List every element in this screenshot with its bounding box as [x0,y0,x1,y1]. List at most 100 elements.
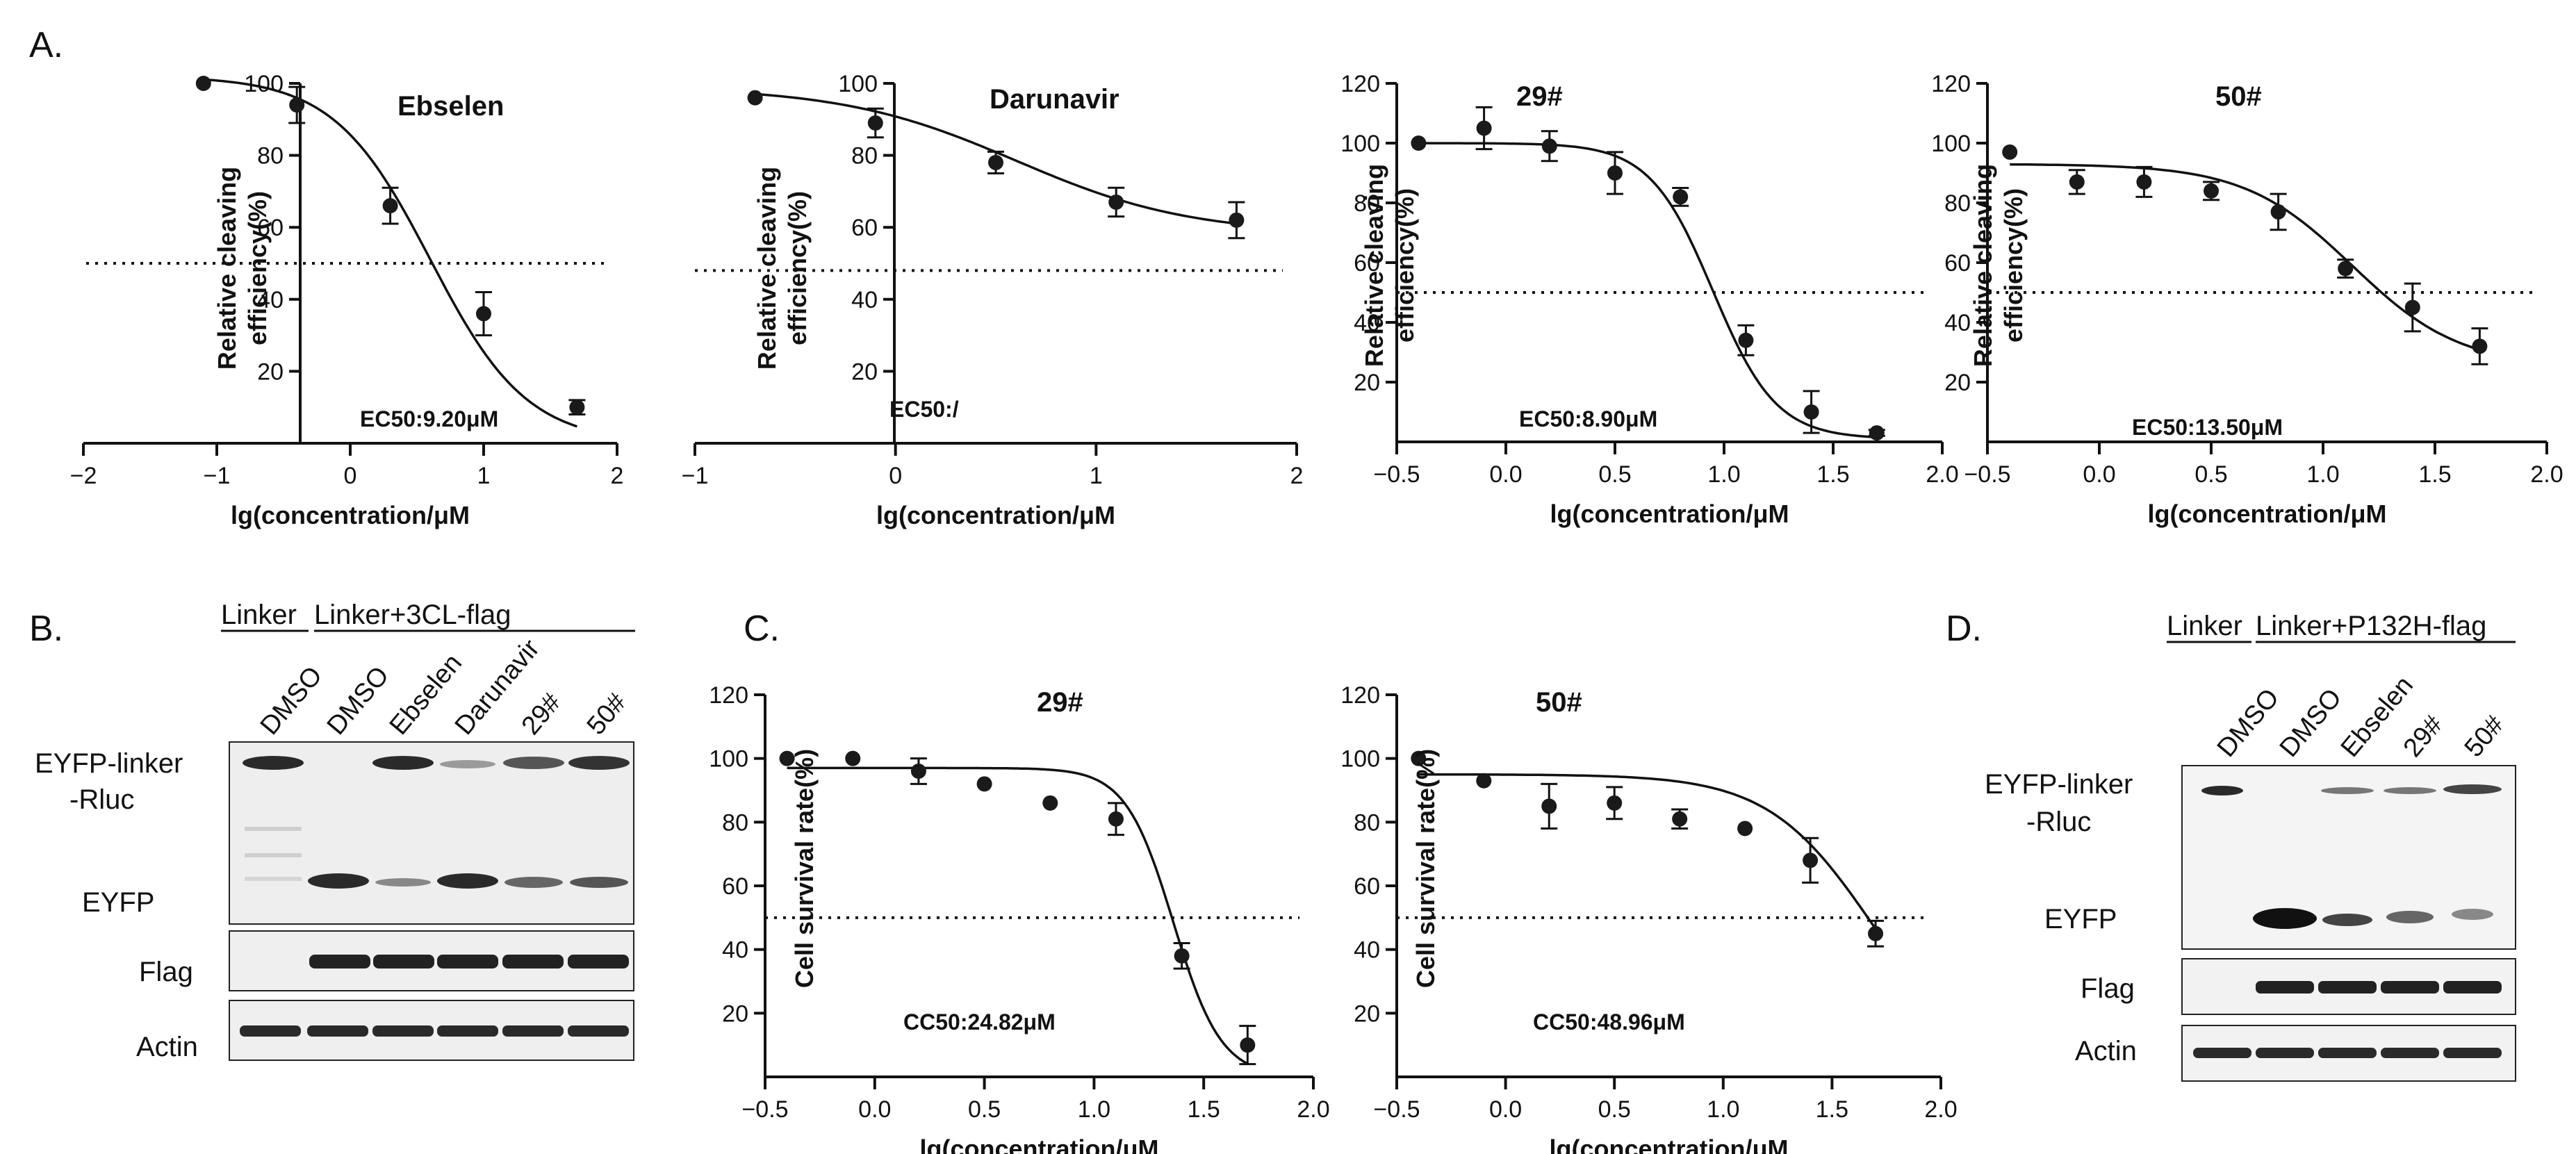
x-tick-label: −1 [204,463,231,489]
blot-d-band-fusion-4 [2384,787,2436,794]
y-tick-label: 80 [1354,809,1380,836]
x-tick-label: 2.0 [1926,461,1958,488]
chart-title: Ebselen [397,91,504,122]
data-point [1108,811,1124,827]
chart-title: 50# [2215,81,2262,112]
y-tick-label: 60 [722,873,748,900]
blot-b-band-eyfp-5 [504,877,563,888]
blot-d-lane-5: 50# [2459,710,2510,763]
blot-d-band-fusion-1 [2201,786,2243,796]
data-point [779,750,795,766]
y-axis-title: Relative cleavingefficiency(%) [1360,164,1419,367]
chart-50-survival: −0.5 0.0 0.5 1.0 1.5 2.0 20 40 60 80 100 120 50# CC50… [1340,682,1957,1154]
x-tick-label: 0.0 [1489,1096,1522,1123]
y-axis-title-line: Relative cleaving [1969,164,1997,367]
blot-b-bg-band-3 [245,877,302,881]
x-tick-label: 1.0 [1707,461,1740,488]
data-point [2002,144,2018,160]
x-axis-title: lg(concentration/μM [876,501,1115,529]
blot-b-band-eyfp-2 [308,873,369,889]
data-point [1738,332,1754,348]
blot-d-row-rluc: -Rluc [2026,807,2091,837]
y-tick-label: 80 [1944,190,1971,217]
data-point [1607,795,1623,811]
blot-b-band-actin-1 [240,1025,301,1037]
x-axis-title: lg(concentration/μM [1550,500,1789,528]
blot-b-band-flag-5 [502,955,564,968]
x-axis-title: lg(concentration/μM [231,501,470,529]
y-axis-title-line: Relative cleaving [1360,164,1388,367]
y-tick-label: 20 [1354,370,1380,396]
blot-b-band-fusion-3 [372,756,434,770]
data-point [2069,174,2085,190]
data-point [1869,425,1885,441]
data-point [867,115,883,131]
y-tick-label: 120 [1340,71,1380,97]
blot-d-group-linker: Linker [2167,611,2242,641]
x-tick-label: 2 [611,463,624,489]
blot-d-row-actin: Actin [2075,1036,2137,1066]
data-point [910,764,926,779]
y-tick-label: 60 [851,215,878,241]
blot-d-band-fusion-5 [2443,784,2502,794]
x-tick-label: −1 [682,463,709,489]
blot-d: Linker Linker+P132H-flag DMSO DMSO Ebsel… [1985,611,2516,1082]
y-axis-title-line: efficiency(%) [1999,188,2028,343]
x-tick-label: 1 [477,463,491,489]
chart-annotation: CC50:24.82μM [903,1009,1056,1035]
y-tick-label: 100 [1340,746,1380,773]
x-tick-label: 0.0 [858,1096,891,1123]
data-point [195,76,211,91]
blot-d-band-actin-3 [2318,1048,2377,1058]
x-tick-label: −0.5 [1373,1096,1420,1123]
blot-d-band-eyfp-2 [2253,908,2317,929]
data-point [1803,852,1819,868]
x-tick-label: 0.5 [2194,461,2227,488]
y-axis-title-line: efficiency(%) [783,191,812,345]
y-tick-label: 60 [257,215,284,241]
blot-b-row-rluc: -Rluc [69,784,134,815]
chart-annotation: EC50:/ [889,397,959,422]
blot-b-band-fusion-5 [503,757,564,769]
y-tick-label: 100 [838,71,878,97]
blot-b-bg-band-1 [245,827,302,831]
x-tick-label: 2 [1290,463,1304,489]
fit-curve [2010,163,2480,351]
chart-29-cleaving: −0.5 0.0 0.5 1.0 1.5 2.0 20 40 60 80 100 120 29# EC50… [1340,71,1958,528]
blot-d-band-flag-3 [2318,981,2377,994]
data-point [382,198,398,214]
data-point [2472,338,2488,354]
blot-b-lane-5: 29# [516,688,567,741]
y-axis-title: Relative cleavingefficiency(%) [213,167,272,370]
y-tick-label: 120 [1931,71,1971,97]
data-point [1672,811,1688,827]
blot-b-band-actin-2 [307,1025,368,1037]
blot-b-band-fusion-4 [440,760,495,768]
chart-title: 29# [1037,687,1083,718]
data-point [1868,925,1884,941]
data-point [1476,773,1492,789]
blot-b-band-actin-4 [437,1025,498,1037]
blot-d-band-eyfp-3 [2322,914,2372,926]
y-tick-label: 40 [257,287,284,313]
data-point [2204,183,2219,199]
blot-d-band-flag-4 [2381,981,2439,994]
data-point [1737,821,1753,836]
y-tick-label: 80 [851,143,878,170]
blot-b-lane-2: DMSO [322,661,395,740]
y-tick-label: 60 [1354,873,1380,900]
blot-d-row-flag: Flag [2081,973,2135,1004]
blot-d-band-eyfp-5 [2452,909,2493,920]
y-tick-label: 40 [722,937,748,964]
blot-b-group-3cl: Linker+3CL-flag [314,600,511,630]
x-tick-label: 2.0 [1297,1096,1329,1123]
x-axis-title: lg(concentration/μM [1549,1135,1788,1154]
chart-annotation: EC50:13.50μM [2132,415,2283,440]
y-tick-label: 60 [1944,250,1971,277]
y-tick-label: 20 [257,358,284,385]
y-axis-title-line: efficiency(%) [243,191,272,345]
data-point [289,97,305,113]
blot-b-main-membrane [229,741,634,925]
blot-b-band-eyfp-4 [437,873,498,889]
